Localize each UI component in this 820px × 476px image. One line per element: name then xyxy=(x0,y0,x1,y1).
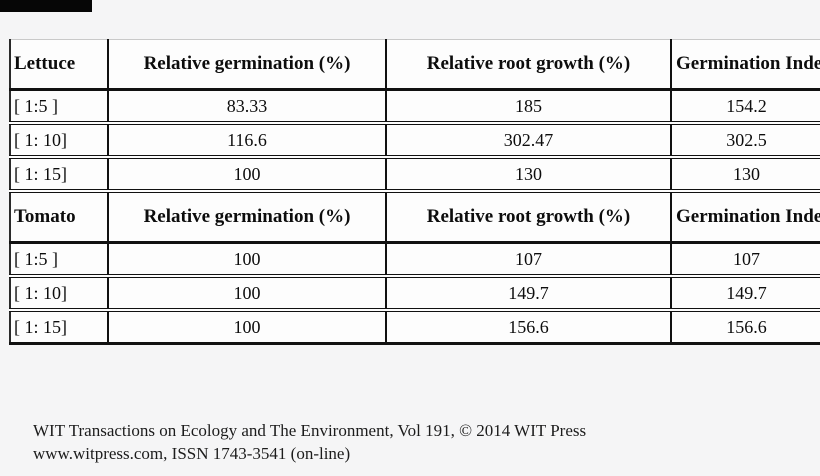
column-header-germination-index: Germination Index xyxy=(670,189,820,243)
cell-relative-germination: 116.6 xyxy=(107,121,386,157)
cell-relative-root-growth: 107 xyxy=(385,241,671,276)
table-row-tomato-1-10: [ 1: 10] 100 149.7 149.7 xyxy=(10,274,820,310)
column-header-relative-germination: Relative germination (%) xyxy=(107,39,386,90)
table-row-lettuce-1-5: [ 1:5 ] 83.33 185 154.2 xyxy=(10,88,820,123)
phytotoxicity-results-table: Lettuce Relative germination (%) Relativ… xyxy=(9,39,820,345)
table-row-tomato-1-5: [ 1:5 ] 100 107 107 xyxy=(10,241,820,276)
column-header-germination-index: Germination Index xyxy=(670,39,820,90)
column-header-relative-root-growth: Relative root growth (%) xyxy=(385,189,671,243)
cell-germination-index: 149.7 xyxy=(670,274,820,310)
cell-germination-index: 156.6 xyxy=(670,308,820,344)
cell-relative-germination: 100 xyxy=(107,241,386,276)
cell-relative-root-growth: 302.47 xyxy=(385,121,671,157)
tomato-header-row: Tomato Relative germination (%) Relative… xyxy=(10,189,820,243)
journal-footer: WIT Transactions on Ecology and The Envi… xyxy=(33,419,586,465)
section-title-tomato: Tomato xyxy=(10,189,108,243)
table-row-lettuce-1-10: [ 1: 10] 116.6 302.47 302.5 xyxy=(10,121,820,157)
cell-relative-root-growth: 130 xyxy=(385,155,671,191)
dilution-label: [ 1: 15] xyxy=(10,308,108,344)
cell-germination-index: 302.5 xyxy=(670,121,820,157)
dilution-label: [ 1: 15] xyxy=(10,155,108,191)
dilution-label: [ 1: 10] xyxy=(10,121,108,157)
cell-relative-root-growth: 156.6 xyxy=(385,308,671,344)
table-row-tomato-1-15: [ 1: 15] 100 156.6 156.6 xyxy=(10,308,820,344)
cell-germination-index: 130 xyxy=(670,155,820,191)
cell-relative-germination: 100 xyxy=(107,274,386,310)
cell-germination-index: 154.2 xyxy=(670,88,820,123)
scan-artifact-bar xyxy=(0,0,92,12)
cell-relative-root-growth: 185 xyxy=(385,88,671,123)
table-row-lettuce-1-15: [ 1: 15] 100 130 130 xyxy=(10,155,820,191)
cell-relative-germination: 100 xyxy=(107,155,386,191)
footer-line-1: WIT Transactions on Ecology and The Envi… xyxy=(33,421,587,440)
dilution-label: [ 1: 10] xyxy=(10,274,108,310)
cell-relative-germination: 100 xyxy=(107,308,386,344)
dilution-label: [ 1:5 ] xyxy=(10,88,108,123)
column-header-relative-germination: Relative germination (%) xyxy=(107,189,386,243)
cell-relative-germination: 83.33 xyxy=(107,88,386,123)
lettuce-header-row: Lettuce Relative germination (%) Relativ… xyxy=(10,39,820,90)
cell-relative-root-growth: 149.7 xyxy=(385,274,671,310)
cell-germination-index: 107 xyxy=(670,241,820,276)
footer-line-2: www.witpress.com, ISSN 1743-3541 (on-lin… xyxy=(33,444,351,463)
section-title-lettuce: Lettuce xyxy=(14,53,76,74)
column-header-relative-root-growth: Relative root growth (%) xyxy=(385,39,671,90)
dilution-label: [ 1:5 ] xyxy=(10,241,108,276)
